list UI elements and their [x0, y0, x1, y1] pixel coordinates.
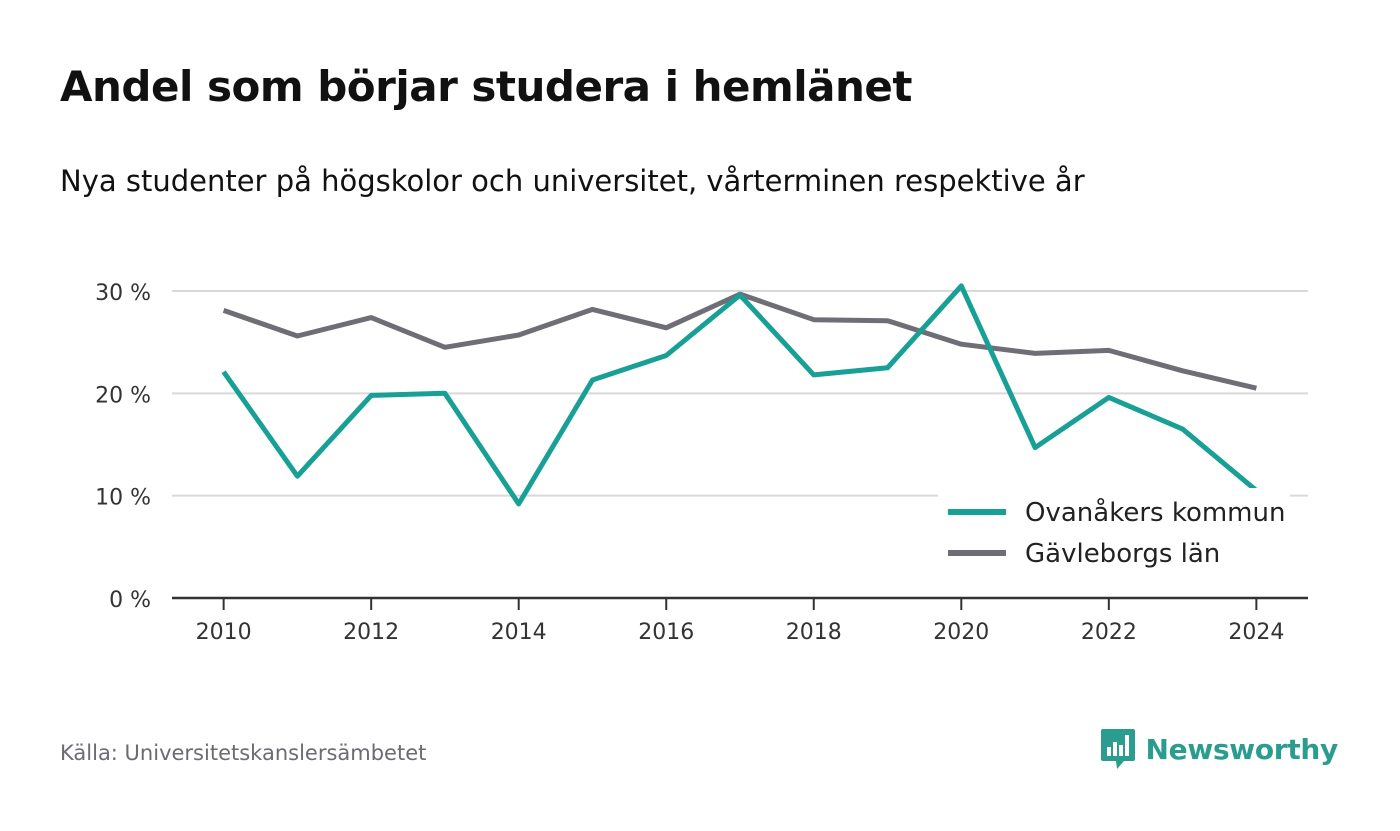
brand-logo: Newsworthy [1100, 726, 1338, 772]
series-line-ovanåkers-kommun [221, 283, 1259, 507]
x-tick-label: 2016 [638, 620, 694, 645]
chart-title: Andel som börjar studera i hemlänet [60, 62, 913, 111]
chart-subtitle: Nya studenter på högskolor och universit… [60, 164, 1085, 198]
y-tick-label: 20 % [95, 383, 151, 408]
x-axis: 2010 2012 2014 2016 2018 2020 2022 2024 [172, 596, 1308, 645]
x-tick-label: 2022 [1081, 620, 1137, 645]
y-tick-label: 10 % [95, 486, 151, 511]
y-tick-label: 30 % [95, 281, 151, 306]
series-lines [221, 283, 1259, 507]
source-note: Källa: Universitetskanslersämbetet [60, 741, 427, 765]
series-line-gävleborgs-län [222, 291, 1257, 391]
x-tick-label: 2024 [1228, 620, 1284, 645]
x-tick-label: 2020 [933, 620, 989, 645]
x-tick-label: 2014 [491, 620, 547, 645]
y-tick-label: 0 % [109, 588, 151, 613]
legend: Ovanåkers kommun Gävleborgs län [938, 488, 1290, 576]
x-tick-label: 2012 [343, 620, 399, 645]
brand-name: Newsworthy [1145, 732, 1339, 766]
legend-label: Ovanåkers kommun [1025, 497, 1285, 528]
legend-label: Gävleborgs län [1025, 539, 1220, 569]
x-tick-label: 2018 [786, 620, 842, 645]
newsworthy-logo-icon [1100, 729, 1135, 769]
x-tick-label: 2010 [196, 620, 252, 645]
legend-background [938, 488, 1290, 576]
